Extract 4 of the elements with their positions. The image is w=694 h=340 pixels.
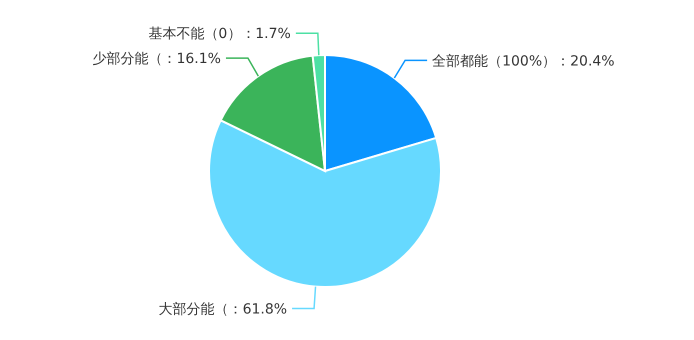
slice-label: 大部分能（：61.8% (158, 301, 288, 318)
slice-label: 基本不能（0）：1.7% (148, 26, 291, 42)
slice-label: 全部都能（100%）：20.4% (432, 53, 615, 70)
slice-label: 少部分能（：16.1% (92, 50, 221, 67)
